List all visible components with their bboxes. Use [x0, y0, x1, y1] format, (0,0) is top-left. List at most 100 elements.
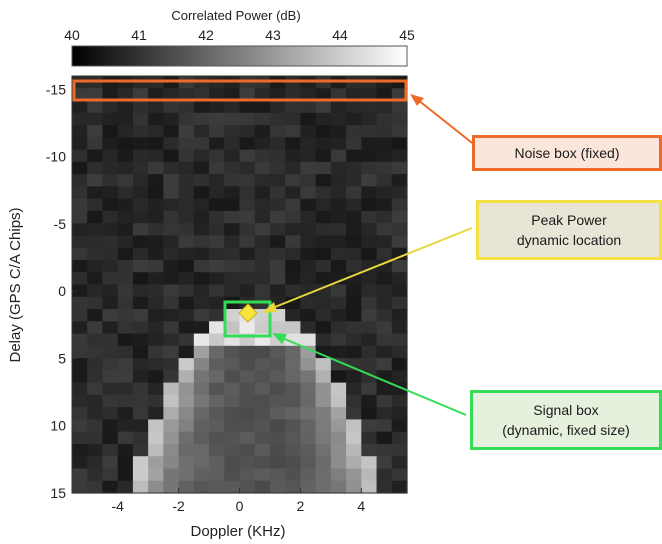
heatmap-cell: [315, 174, 332, 187]
heatmap-cell: [102, 419, 119, 433]
heatmap-cell: [193, 431, 210, 445]
heatmap-cell: [102, 100, 119, 114]
heatmap-cell: [148, 370, 164, 384]
y-tick-label: 15: [50, 485, 66, 501]
heatmap-cell: [269, 235, 286, 249]
heatmap-cell: [376, 480, 393, 494]
heatmap-cell: [117, 112, 134, 126]
heatmap-cell: [300, 321, 317, 335]
colorbar-tick-label: 43: [265, 27, 281, 43]
heatmap-cell: [285, 309, 302, 322]
heatmap-cell: [285, 112, 302, 126]
heatmap-cell: [269, 174, 286, 187]
heatmap-cell: [391, 149, 408, 163]
heatmap-cell: [178, 358, 195, 371]
heatmap-cell: [269, 198, 286, 212]
heatmap-cell: [330, 186, 347, 200]
heatmap-cell: [285, 468, 302, 482]
heatmap-cell: [300, 88, 317, 102]
heatmap-cell: [285, 198, 302, 212]
heatmap-cell: [209, 407, 225, 421]
heatmap-cell: [209, 394, 225, 408]
heatmap-cell: [346, 480, 362, 494]
heatmap-cell: [376, 235, 393, 249]
heatmap-cell: [254, 419, 271, 433]
heatmap-cell: [269, 284, 286, 298]
heatmap-cell: [117, 247, 134, 261]
heatmap-cell: [269, 480, 286, 494]
heatmap-cell: [132, 456, 149, 470]
heatmap-cell: [102, 333, 119, 347]
heatmap-cell: [254, 382, 271, 396]
heatmap-cell: [346, 112, 362, 126]
heatmap-cell: [148, 137, 164, 151]
heatmap-cell: [102, 112, 119, 126]
heatmap-cell: [193, 309, 210, 322]
heatmap-cell: [361, 112, 378, 126]
heatmap-cell: [361, 431, 378, 445]
heatmap-cell: [209, 88, 225, 102]
heatmap-cell: [361, 100, 378, 114]
heatmap-cell: [361, 149, 378, 163]
x-axis-label: Doppler (KHz): [190, 523, 285, 540]
heatmap-cell: [102, 149, 119, 163]
heatmap-cell: [361, 345, 378, 359]
heatmap-cell: [269, 309, 286, 322]
heatmap-cell: [87, 370, 104, 384]
heatmap-cell: [193, 321, 210, 335]
signal-box: [223, 300, 272, 338]
heatmap-cell: [224, 247, 241, 261]
heatmap-cell: [269, 210, 286, 224]
heatmap-cell: [330, 394, 347, 408]
heatmap-cell: [285, 321, 302, 335]
heatmap-cell: [117, 137, 134, 151]
heatmap-cell: [117, 210, 134, 224]
x-tick-label: -4: [111, 498, 124, 514]
heatmap-cell: [376, 419, 393, 433]
heatmap-cell: [269, 88, 286, 102]
heatmap-cell: [285, 235, 302, 249]
heatmap-cell: [132, 296, 149, 310]
colorbar: [71, 45, 408, 67]
heatmap-cell: [346, 174, 362, 187]
x-axis-ticks: -4 -2 0 2 4: [111, 488, 365, 514]
heatmap-cell: [330, 419, 347, 433]
heatmap-cell: [117, 480, 134, 494]
heatmap-cell: [315, 198, 332, 212]
heatmap-cell: [102, 125, 119, 138]
heatmap-cell: [102, 407, 119, 421]
heatmap-cell: [239, 468, 256, 482]
y-tick-label: -10: [46, 149, 66, 165]
heatmap-cell: [346, 358, 362, 371]
heatmap-cell: [148, 296, 164, 310]
heatmap-cell: [132, 247, 149, 261]
heatmap-cell: [72, 456, 88, 470]
heatmap-cell: [178, 247, 195, 261]
heatmap-cell: [315, 125, 332, 138]
heatmap-cell: [239, 137, 256, 151]
heatmap-cell: [361, 272, 378, 286]
heatmap-cell: [193, 272, 210, 286]
heatmap-cell: [163, 210, 180, 224]
heatmap-cell: [300, 456, 317, 470]
heatmap-cell: [132, 309, 149, 322]
heatmap-cell: [330, 259, 347, 273]
heatmap-cell: [87, 223, 104, 237]
heatmap-cell: [87, 321, 104, 335]
heatmap-cell: [163, 394, 180, 408]
heatmap-cell: [254, 431, 271, 445]
heatmap-cell: [102, 137, 119, 151]
heatmap-cell: [102, 88, 119, 102]
heatmap-cell: [148, 198, 164, 212]
heatmap-cell: [376, 407, 393, 421]
heatmap-cell: [209, 272, 225, 286]
heatmap-cell: [102, 210, 119, 224]
heatmap-cell: [300, 186, 317, 200]
colorbar-tick-label: 41: [131, 27, 147, 43]
heatmap-cell: [132, 394, 149, 408]
heatmap-cell: [391, 345, 408, 359]
heatmap-cell: [163, 309, 180, 322]
heatmap-cell: [193, 284, 210, 298]
heatmap-cell: [361, 186, 378, 200]
heatmap-cell: [102, 198, 119, 212]
